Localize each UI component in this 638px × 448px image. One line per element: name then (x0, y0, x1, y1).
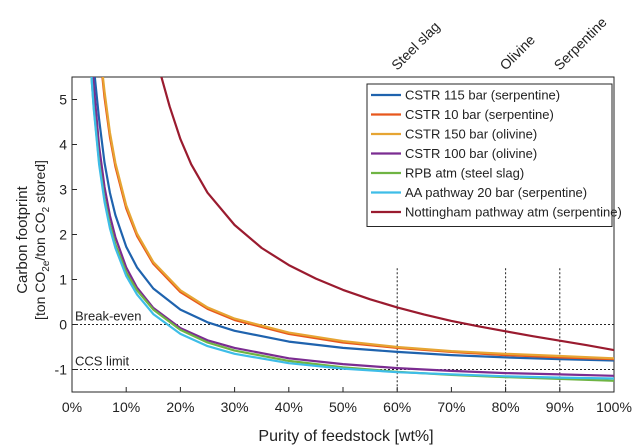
legend-label-4: RPB atm (steel slag) (405, 166, 524, 181)
vline-label-1: Olivine (496, 31, 538, 73)
legend-box (366, 83, 613, 227)
x-tick-label-6: 60% (383, 399, 411, 415)
x-tick-label-2: 20% (166, 399, 194, 415)
series-lines (90, 77, 614, 382)
x-tick-label-9: 90% (546, 399, 574, 415)
legend-label-5: AA pathway 20 bar (serpentine) (405, 185, 587, 200)
legend-label-3: CSTR 100 bar (olivine) (405, 146, 537, 161)
legend: CSTR 115 bar (serpentine) CSTR 10 bar (se… (366, 83, 622, 227)
x-tick-label-1: 10% (112, 399, 140, 415)
series-line-6 (160, 77, 614, 352)
y-tick-label-4: 3 (59, 182, 67, 198)
y-axis-label-line1: Carbon footprint (14, 185, 31, 293)
x-tick-label-5: 50% (329, 399, 357, 415)
x-tick-label-10: 100% (596, 399, 632, 415)
hline-label-0: Break-even (75, 309, 141, 324)
legend-label-1: CSTR 10 bar (serpentine) (405, 107, 554, 122)
series-line-3 (92, 77, 614, 377)
series-line-0 (93, 77, 614, 362)
x-tick-label-7: 70% (437, 399, 465, 415)
x-axis-label: Purity of feedstock [wt%] (258, 428, 433, 445)
y-axis-label: Carbon footprint [ton CO2e/ton CO2 store… (14, 160, 52, 320)
y-tick-label-2: 1 (59, 272, 67, 288)
vline-label-0: Steel slag (388, 18, 443, 73)
y-tick-label-6: 5 (59, 92, 67, 108)
y-tick-label-3: 2 (59, 227, 67, 243)
series-line-2 (101, 77, 614, 360)
x-tick-label-0: 0% (62, 399, 82, 415)
y-tick-label-1: 0 (59, 317, 67, 333)
axes: 0% 10% 20% 30% 40% 50% 60% 70% 80% 90% 100% -1 0 1 2 3 4… (55, 92, 632, 416)
legend-label-0: CSTR 115 bar (serpentine) (405, 88, 560, 103)
vline-label-2: Serpentine (551, 14, 610, 73)
y-axis-label-line2: [ton CO2e/ton CO2 stored] (32, 160, 52, 320)
x-tick-label-4: 40% (275, 399, 303, 415)
series-line-5 (90, 77, 614, 380)
legend-label-6: Nottingham pathway atm (serpentine) (405, 205, 622, 220)
y-tick-label-0: -1 (55, 362, 68, 378)
legend-label-2: CSTR 150 bar (olivine) (405, 127, 537, 142)
y-tick-label-5: 4 (59, 137, 67, 153)
hline-label-1: CCS limit (75, 354, 130, 369)
x-tick-label-3: 30% (221, 399, 249, 415)
x-tick-label-8: 80% (492, 399, 520, 415)
